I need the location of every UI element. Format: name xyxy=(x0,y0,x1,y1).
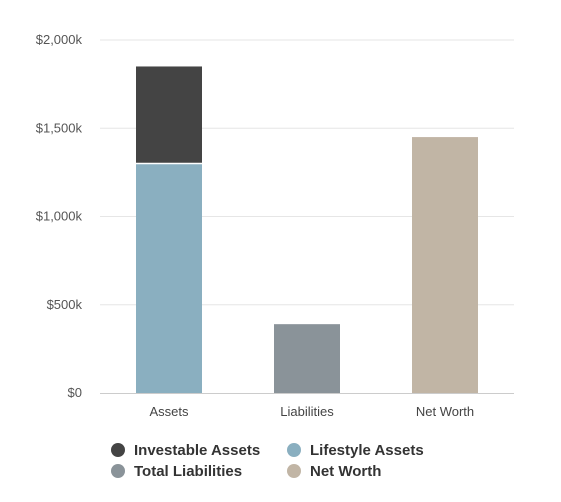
bar-lifestyle-assets xyxy=(136,163,202,393)
y-tick-label: $1,500k xyxy=(36,120,83,135)
legend: Investable Assets Lifestyle Assets Total L… xyxy=(111,442,424,480)
legend-label: Investable Assets xyxy=(134,442,260,459)
y-tick-label: $1,000k xyxy=(36,209,83,224)
x-tick-label: Assets xyxy=(149,404,189,419)
legend-swatch xyxy=(111,443,125,457)
legend-label: Net Worth xyxy=(310,463,381,480)
legend-item: Net Worth xyxy=(287,463,381,480)
legend-item: Lifestyle Assets xyxy=(287,442,424,459)
legend-item: Investable Assets xyxy=(111,442,260,459)
legend-label: Lifestyle Assets xyxy=(310,442,424,459)
y-tick-label: $500k xyxy=(47,297,83,312)
axis-layer: $0 $500k $1,000k $1,500k $2,000k Assets Liabil… xyxy=(36,32,514,419)
y-tick-label: $2,000k xyxy=(36,32,83,47)
bars-layer xyxy=(136,66,478,393)
x-tick-label: Liabilities xyxy=(280,404,334,419)
legend-swatch xyxy=(287,443,301,457)
legend-label: Total Liabilities xyxy=(134,463,242,480)
legend-swatch xyxy=(287,464,301,478)
bar-total-liabilities xyxy=(274,324,340,393)
bar-investable-assets xyxy=(136,66,202,164)
legend-swatch xyxy=(111,464,125,478)
x-tick-label: Net Worth xyxy=(416,404,474,419)
legend-item: Total Liabilities xyxy=(111,463,242,480)
y-tick-label: $0 xyxy=(68,385,82,400)
bar-net-worth xyxy=(412,137,478,393)
